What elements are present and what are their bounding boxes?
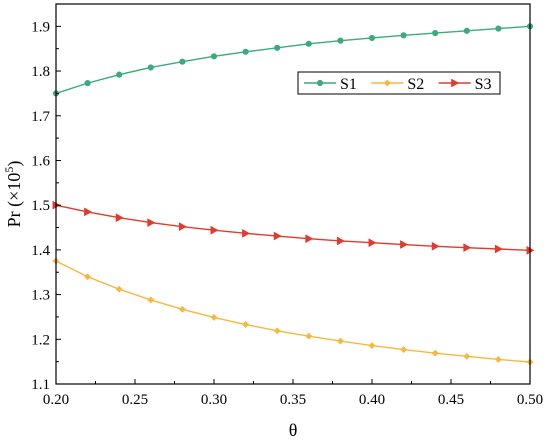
legend-swatch-marker <box>451 78 460 88</box>
data-point <box>147 64 154 71</box>
data-point <box>178 222 187 232</box>
data-point <box>305 40 312 47</box>
y-axis-title-exponent: 5 <box>2 167 16 173</box>
series-s2 <box>52 257 534 366</box>
data-point <box>84 273 92 281</box>
data-point <box>368 238 377 248</box>
legend-item-s2: S2 <box>371 76 424 93</box>
data-point <box>273 327 281 335</box>
data-point <box>273 231 282 241</box>
data-point <box>242 228 251 238</box>
y-tick-label: 1.7 <box>31 109 50 125</box>
data-point <box>432 29 439 37</box>
y-axis-title-suffix: ) <box>4 161 25 167</box>
legend: S1 S2 S3 <box>297 71 501 95</box>
legend-label: S1 <box>340 76 357 93</box>
y-tick-label: 1.4 <box>31 243 50 259</box>
y-axis-title-main: Pr (×10 <box>4 173 25 228</box>
data-point <box>494 244 503 254</box>
data-point <box>84 80 91 87</box>
legend-swatch-marker <box>383 79 391 87</box>
data-point <box>336 236 345 246</box>
y-tick-label: 1.3 <box>31 288 50 304</box>
data-point <box>178 305 186 313</box>
y-axis-title: Pr (×105) <box>2 161 25 228</box>
data-point <box>337 37 344 44</box>
y-tick-label: 1.8 <box>31 64 50 80</box>
plot-area <box>56 4 530 384</box>
data-point <box>242 48 249 55</box>
data-point <box>400 32 407 39</box>
series-s3 <box>52 200 535 255</box>
axes-layer: 0.20 0.25 0.30 0.35 0.40 0.45 0.50 1.1 1.2 1.3 1.4… <box>31 3 543 408</box>
data-point <box>116 71 123 78</box>
legend-label: S2 <box>407 76 424 93</box>
y-tick-label: 1.5 <box>31 198 50 214</box>
y-tick-label: 1.2 <box>31 332 50 348</box>
data-point <box>210 225 219 235</box>
data-point <box>463 243 472 253</box>
x-tick-label: 0.20 <box>43 392 69 408</box>
legend-label: S3 <box>475 76 492 93</box>
data-point <box>84 207 93 217</box>
x-tick-label: 0.40 <box>359 392 385 408</box>
data-point <box>495 25 502 32</box>
data-point <box>431 349 439 357</box>
data-point <box>368 341 376 350</box>
data-point <box>274 44 281 51</box>
plot-background <box>56 4 530 384</box>
series-line-s2 <box>55 260 531 363</box>
data-point <box>305 332 313 340</box>
data-point <box>115 285 123 293</box>
legend-swatch-marker <box>316 79 324 87</box>
data-point <box>431 241 440 251</box>
y-tick-label: 1.6 <box>31 153 50 169</box>
y-tick-label: 1.1 <box>31 377 50 393</box>
data-point <box>463 27 470 34</box>
data-point <box>400 240 409 249</box>
x-tick-label: 0.50 <box>517 392 543 408</box>
data-point <box>242 320 250 329</box>
data-point <box>147 296 155 304</box>
data-point <box>210 53 218 60</box>
series-line-s1 <box>55 25 531 95</box>
y-tick-label: 1.9 <box>31 19 50 35</box>
data-point <box>147 218 156 228</box>
x-tick-label: 0.25 <box>122 392 148 408</box>
data-point <box>115 213 124 223</box>
series-line-s3 <box>55 204 531 252</box>
data-point <box>210 313 218 321</box>
series-s1 <box>52 23 534 97</box>
x-tick-label: 0.35 <box>280 392 306 408</box>
data-point <box>463 352 471 360</box>
legend-item-s1: S1 <box>304 76 357 93</box>
data-point <box>494 355 502 363</box>
x-tick-label: 0.30 <box>201 392 227 408</box>
series-layer <box>52 23 535 366</box>
data-point <box>179 58 186 65</box>
x-tick-label: 0.45 <box>438 392 464 408</box>
data-point <box>400 346 408 354</box>
legend-item-s3: S3 <box>438 76 492 93</box>
data-point <box>305 234 314 244</box>
data-point <box>336 337 344 345</box>
x-axis-title: θ <box>289 420 298 440</box>
data-point <box>368 34 376 42</box>
